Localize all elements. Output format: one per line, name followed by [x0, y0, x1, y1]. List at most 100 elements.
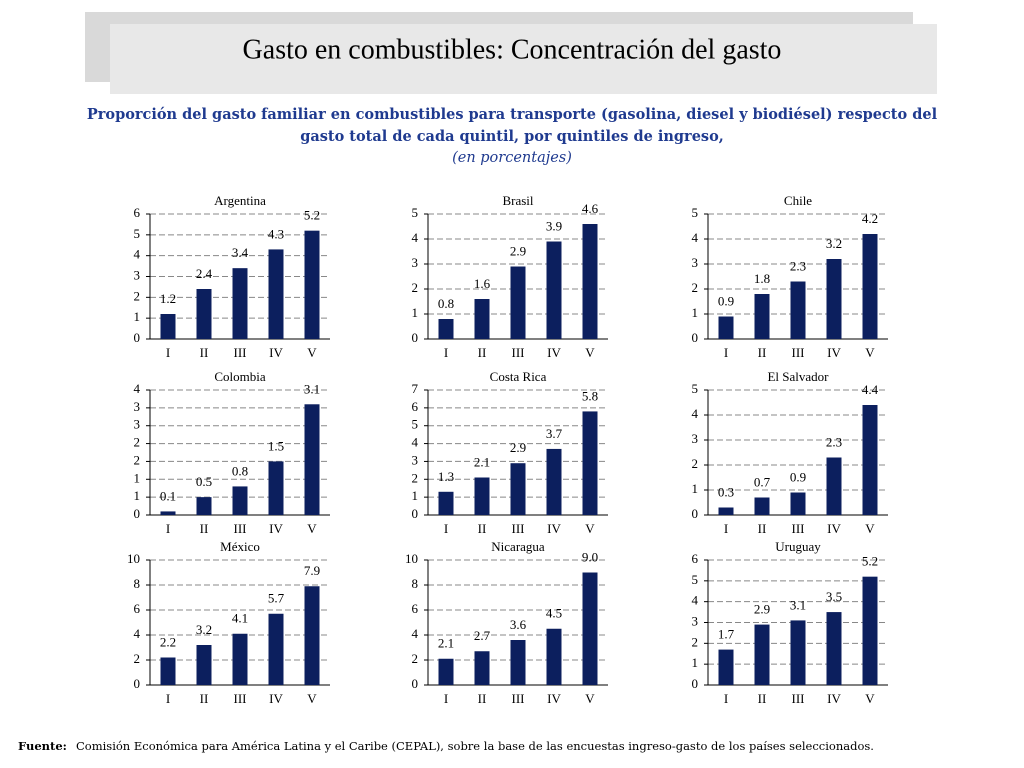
y-tick-label: 2 [692, 456, 699, 471]
bar [474, 299, 490, 339]
data-label: 2.2 [160, 634, 176, 649]
bar [196, 497, 212, 515]
y-tick-label: 1 [692, 655, 699, 670]
data-label: 5.2 [862, 554, 878, 569]
bar [790, 492, 806, 515]
y-tick-label: 2 [412, 651, 419, 666]
data-label: 3.1 [790, 597, 806, 612]
y-tick-label: 0 [412, 506, 419, 521]
bar [438, 491, 454, 515]
y-tick-label: 4 [134, 247, 141, 262]
x-tick-label: II [478, 521, 487, 536]
x-tick-label: I [444, 691, 448, 706]
x-tick-label: V [585, 345, 595, 360]
chart-title: El Salvador [767, 369, 829, 384]
data-label: 1.3 [438, 469, 454, 484]
bar [268, 249, 284, 339]
y-tick-label: 5 [692, 381, 699, 396]
y-tick-label: 2 [692, 280, 699, 295]
chart-title: Costa Rica [490, 369, 547, 384]
bar [754, 294, 770, 339]
bar [232, 486, 248, 515]
x-tick-label: II [758, 345, 767, 360]
y-tick-label: 0 [134, 506, 141, 521]
header-front [110, 24, 937, 94]
chart-title: Chile [784, 193, 812, 208]
y-tick-label: 3 [692, 255, 699, 270]
y-tick-label: 6 [134, 601, 141, 616]
x-tick-label: I [444, 345, 448, 360]
data-label: 0.3 [718, 484, 734, 499]
y-tick-label: 1 [692, 305, 699, 320]
x-tick-label: V [307, 345, 317, 360]
x-tick-label: IV [547, 345, 561, 360]
data-label: 1.2 [160, 291, 176, 306]
x-tick-label: IV [547, 691, 561, 706]
x-tick-label: II [478, 691, 487, 706]
data-label: 3.1 [304, 381, 320, 396]
y-tick-label: 1 [692, 481, 699, 496]
data-label: 1.6 [474, 276, 491, 291]
x-tick-label: V [865, 521, 875, 536]
data-label: 3.9 [546, 218, 562, 233]
data-label: 9.0 [582, 549, 598, 564]
bar [196, 645, 212, 685]
data-label: 3.2 [196, 622, 212, 637]
bar [826, 457, 842, 515]
y-tick-label: 5 [692, 205, 699, 220]
x-tick-label: II [200, 345, 209, 360]
x-tick-label: III [234, 691, 247, 706]
bar [862, 405, 878, 515]
x-tick-label: III [234, 521, 247, 536]
bar [718, 507, 734, 515]
bar [546, 241, 562, 339]
data-label: 7.9 [304, 563, 320, 578]
x-tick-label: V [865, 691, 875, 706]
y-tick-label: 6 [412, 399, 419, 414]
y-tick-label: 5 [412, 205, 419, 220]
data-label: 0.9 [790, 469, 806, 484]
x-tick-label: III [512, 345, 525, 360]
data-label: 3.6 [510, 617, 527, 632]
data-label: 2.1 [438, 636, 454, 651]
data-label: 4.4 [862, 382, 879, 397]
data-label: 5.7 [268, 591, 285, 606]
bar [790, 620, 806, 685]
bar [304, 404, 320, 515]
x-tick-label: I [166, 345, 170, 360]
y-tick-label: 5 [134, 226, 141, 241]
unit-note: (en porcentajes) [452, 150, 572, 166]
y-tick-label: 0 [692, 506, 699, 521]
y-tick-label: 0 [134, 330, 141, 345]
bar [304, 230, 320, 339]
data-label: 5.8 [582, 388, 598, 403]
bar [826, 612, 842, 685]
bar [546, 448, 562, 515]
data-label: 0.7 [754, 474, 771, 489]
y-tick-label: 2 [692, 634, 699, 649]
bar [474, 477, 490, 515]
slide-title: Gasto en combustibles: Concentración del… [243, 34, 782, 65]
x-tick-label: II [200, 691, 209, 706]
x-tick-label: III [234, 345, 247, 360]
y-tick-label: 0 [412, 676, 419, 691]
y-tick-label: 4 [692, 230, 699, 245]
y-tick-label: 0 [412, 330, 419, 345]
subtitle: Proporción del gasto familiar en combust… [87, 106, 938, 123]
y-tick-label: 1 [412, 305, 419, 320]
data-label: 4.3 [268, 226, 284, 241]
y-tick-label: 4 [692, 406, 699, 421]
data-label: 3.2 [826, 236, 842, 251]
bar [160, 657, 176, 685]
x-tick-label: IV [827, 521, 841, 536]
bar [232, 633, 248, 685]
bar [160, 511, 176, 515]
data-label: 0.9 [718, 293, 734, 308]
x-tick-label: III [792, 691, 805, 706]
x-tick-label: V [307, 691, 317, 706]
bar [438, 658, 454, 685]
y-tick-label: 6 [692, 551, 699, 566]
bar [232, 268, 248, 339]
y-tick-label: 1 [134, 488, 141, 503]
y-tick-label: 4 [134, 381, 141, 396]
